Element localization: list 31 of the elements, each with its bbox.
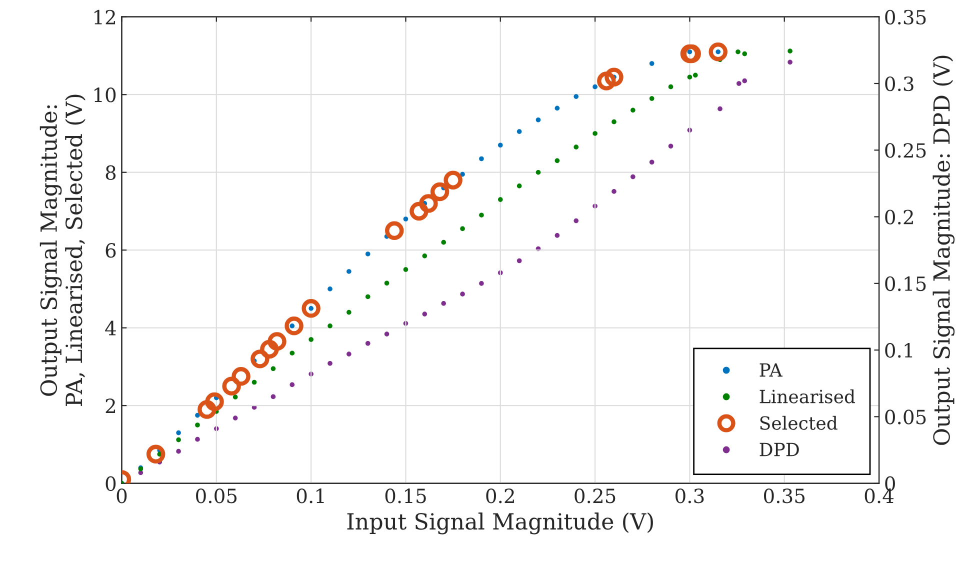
y2-tick-label: 0.2	[885, 210, 913, 224]
x-tick-label: 0.2	[486, 488, 514, 504]
y-tick-label: 12	[94, 10, 115, 24]
x-tick-label: 0	[116, 488, 127, 504]
y2-tick-label: 0.05	[885, 410, 926, 424]
y-tick-label: 2	[106, 398, 115, 413]
x-tick-label: 0.35	[764, 488, 805, 504]
legend-label: Selected	[760, 416, 838, 430]
x-tick-label: 0.25	[574, 488, 616, 504]
x-tick-label: 0.05	[196, 488, 237, 504]
y2-tick-label: 0.15	[885, 276, 926, 292]
legend-label: DPD	[760, 442, 799, 456]
y2-tick-label: 0	[885, 476, 895, 491]
y-tick-label: 4	[105, 320, 116, 336]
legend-label: PA	[760, 363, 783, 377]
x-tick-label: 0.4	[864, 488, 894, 504]
x-axis-title: Input Signal Magnitude (V)	[347, 512, 653, 534]
x-tick-label: 0.3	[676, 488, 704, 504]
x-tick-label: 0.1	[296, 488, 324, 504]
y2-tick-label: 0.35	[885, 10, 926, 25]
y-tick-label: 8	[106, 165, 116, 180]
y2-tick-label: 0.3	[885, 76, 914, 92]
y-tick-label: 10	[94, 88, 116, 102]
legend-label: Linearised	[760, 389, 856, 404]
y-tick-label: 0	[106, 476, 116, 491]
y2-tick-label: 0.1	[885, 343, 912, 358]
y2-tick-label: 0.25	[885, 143, 926, 158]
y-tick-label: 6	[106, 243, 116, 258]
y2-axis-title: Output Signal Magnitude: DPD (V)	[932, 56, 955, 445]
y-axis-title: Output Signal Magnitude: PA, Linearised, Selected (V)	[40, 94, 86, 406]
x-tick-label: 0.15	[385, 488, 426, 504]
